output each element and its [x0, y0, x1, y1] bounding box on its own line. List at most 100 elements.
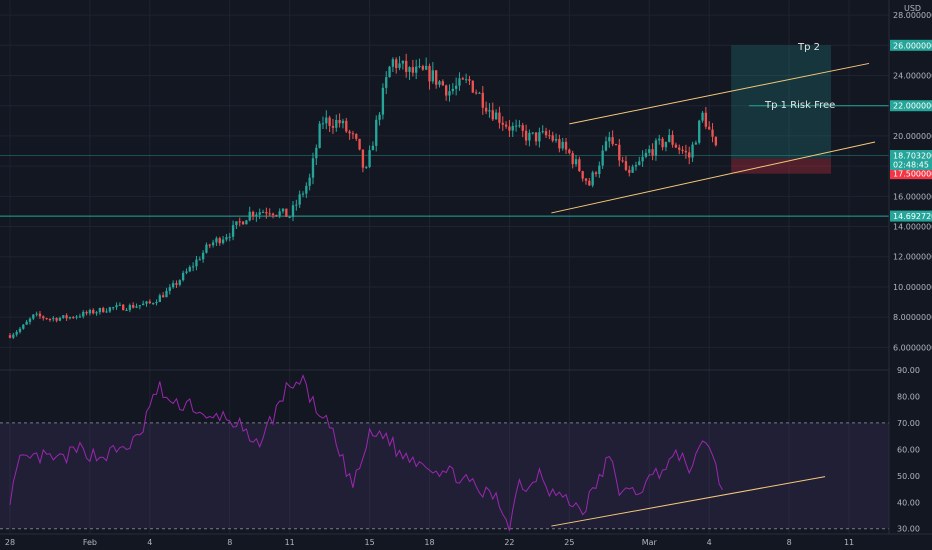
candle-body	[245, 220, 248, 225]
candle-body	[112, 307, 115, 309]
candle-body	[508, 126, 511, 131]
candle-body	[88, 309, 92, 314]
candle-body	[474, 92, 478, 94]
candle-body	[85, 311, 88, 314]
candle-body	[305, 185, 308, 194]
candle-body	[378, 114, 381, 120]
candle-body	[714, 136, 718, 146]
date-tick-label: 18	[424, 538, 434, 547]
candle-body	[15, 331, 18, 335]
candle-body	[388, 66, 391, 78]
candle-body	[478, 92, 481, 94]
candle-body	[444, 85, 448, 96]
candle-body	[411, 67, 415, 73]
candle-body	[195, 259, 198, 267]
candle-body	[405, 60, 408, 72]
candle-body	[338, 119, 341, 124]
candle-body	[155, 302, 158, 304]
profit-zone	[731, 45, 832, 159]
candle-body	[18, 328, 22, 332]
candle-body	[132, 305, 135, 308]
candle-body	[335, 119, 338, 128]
candle-body	[678, 147, 681, 150]
candle-body	[688, 152, 691, 158]
candle-body	[125, 309, 128, 311]
price-tick-label: 6.0000000	[893, 343, 932, 352]
channel-lower-line	[551, 141, 876, 214]
candle-body	[368, 150, 371, 167]
candle-body	[55, 318, 58, 321]
price-tick-label: 14.0000000	[893, 223, 932, 232]
candle-body	[291, 205, 295, 217]
candle-body	[308, 177, 311, 186]
candle-body	[641, 156, 644, 162]
candle-body	[528, 132, 531, 141]
candle-body	[701, 112, 704, 121]
candle-body	[418, 66, 421, 68]
candle-body	[311, 158, 315, 178]
price-tag-bg	[890, 168, 932, 180]
rsi-line	[9, 373, 723, 531]
candle-body	[691, 144, 694, 158]
candle-body	[221, 239, 225, 244]
candle-body	[381, 87, 385, 115]
candle-body	[248, 211, 251, 221]
price-tick-label: 28.0000000	[893, 11, 932, 20]
date-tick-label: Feb	[83, 538, 97, 547]
candle-body	[621, 160, 624, 162]
candle-body	[644, 152, 648, 157]
date-tick-label: 25	[564, 538, 574, 547]
candle-body	[265, 212, 268, 214]
candle-body	[171, 283, 175, 288]
last-price-value: 18.7032000	[893, 152, 932, 161]
candle-body	[128, 305, 132, 310]
candle-body	[518, 125, 521, 127]
candle-body	[435, 70, 438, 85]
date-tick-label: 15	[364, 538, 374, 547]
candle-body	[251, 211, 255, 217]
candle-body	[258, 212, 261, 215]
rsi-tick-label: 30.00	[897, 525, 920, 534]
candle-body	[331, 125, 335, 128]
candle-body	[571, 153, 574, 165]
candle-body	[255, 214, 258, 217]
candle-body	[448, 91, 451, 96]
candle-body	[318, 123, 321, 148]
price-axis-panel[interactable]	[889, 0, 932, 534]
candle-body	[225, 237, 228, 240]
candle-body	[674, 144, 678, 148]
rsi-tick-label: 60.00	[897, 445, 920, 454]
candle-body	[568, 149, 571, 154]
candle-body	[268, 213, 271, 215]
candle-body	[52, 318, 55, 320]
candle-body	[72, 317, 75, 319]
candle-body	[118, 304, 122, 306]
price-tag-label: 22.0000000	[893, 102, 932, 111]
candle-body	[611, 137, 614, 145]
candle-body	[451, 88, 454, 92]
candle-body	[658, 138, 661, 141]
candle-body	[548, 135, 551, 137]
candle-body	[558, 139, 561, 149]
candle-body	[554, 139, 558, 141]
candle-body	[142, 303, 145, 306]
candle-body	[541, 131, 544, 133]
candle-body	[38, 313, 42, 317]
candle-body	[341, 120, 345, 124]
candle-body	[181, 272, 185, 281]
candle-body	[588, 180, 591, 186]
candle-body	[151, 303, 155, 305]
price-channel	[551, 62, 876, 214]
rsi-tick-label: 80.00	[897, 392, 920, 401]
candle-body	[584, 178, 588, 181]
rsi-band-fill	[0, 422, 889, 529]
candle-body	[122, 304, 125, 311]
date-tick-label: 8	[227, 538, 232, 547]
candle-body	[594, 172, 598, 175]
candle-body	[428, 65, 431, 82]
candle-body	[624, 161, 628, 170]
candle-body	[638, 161, 641, 166]
candlestick-series	[8, 53, 718, 340]
candle-body	[205, 244, 208, 253]
